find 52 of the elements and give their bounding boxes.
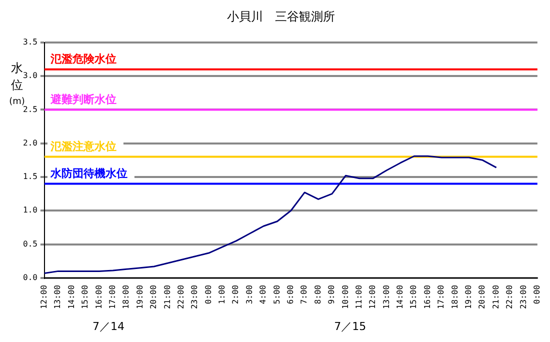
chart-title: 小貝川 三谷観測所 (227, 9, 335, 24)
x-tick-label: 20:00 (478, 284, 487, 310)
x-tick-label: 0:00 (204, 284, 213, 304)
y-tick-label: 3.5 (22, 37, 38, 46)
text: 7／14 (92, 320, 125, 333)
x-tick-label: 22:00 (505, 284, 514, 310)
x-tick-label: 2:00 (231, 284, 240, 304)
x-tick-label: 21:00 (491, 284, 500, 310)
ref-line-label: 水防団待機水位 (49, 167, 128, 180)
x-tick-label: 13:00 (382, 284, 391, 310)
y-tick-label: 0.5 (22, 239, 38, 248)
x-tick-label: 16:00 (94, 284, 104, 310)
x-tick-label: 14:00 (396, 284, 405, 310)
x-tick-label: 5:00 (272, 284, 282, 304)
x-tick-label: 15:00 (80, 284, 90, 310)
x-tick-label: 1:00 (218, 284, 227, 304)
y-tick-label: 1.0 (22, 206, 38, 215)
y-tick-label: 2.5 (22, 104, 38, 114)
x-tick-label: 23:00 (518, 284, 528, 310)
x-tick-label: 20:00 (149, 284, 158, 310)
x-tick-label: 14:00 (66, 284, 76, 310)
ref-line-label: 氾濫注意水位 (49, 140, 116, 154)
x-tick-label: 15:00 (409, 284, 418, 310)
x-tick-label: 12:00 (40, 284, 49, 310)
x-tick-label: 18:00 (450, 284, 460, 310)
x-tick-label: 10:00 (340, 284, 350, 310)
x-tick-label: 19:00 (464, 284, 474, 310)
ref-line-label: 氾濫危険水位 (49, 52, 116, 66)
x-tick-label: 3:00 (244, 284, 254, 304)
y-tick-label: 3.0 (22, 71, 38, 80)
x-tick-label: 6:00 (286, 284, 296, 304)
x-tick-label: 17:00 (108, 284, 117, 310)
x-tick-label: 0:00 (532, 284, 542, 304)
x-tick-label: 17:00 (436, 284, 446, 310)
x-tick-label: 11:00 (354, 284, 364, 310)
x-tick-label: 8:00 (313, 284, 322, 304)
x-tick-label: 9:00 (327, 284, 336, 304)
text: 7／15 (334, 320, 366, 333)
x-tick-label: 19:00 (135, 284, 144, 310)
x-tick-label: 21:00 (162, 284, 172, 310)
x-tick-label: 4:00 (258, 284, 268, 304)
y-tick-label: 2.0 (22, 138, 38, 148)
x-tick-label: 7:00 (300, 284, 309, 304)
x-tick-label: 23:00 (190, 284, 200, 310)
y-tick-label: 0.0 (22, 272, 38, 282)
x-tick-label: 12:00 (368, 284, 378, 310)
x-tick-label: 16:00 (422, 284, 432, 310)
ref-line-label: 避難判断水位 (49, 93, 116, 106)
x-tick-label: 13:00 (53, 284, 62, 310)
x-tick-label: 22:00 (176, 284, 186, 310)
x-tick-label: 18:00 (122, 284, 131, 310)
y-tick-label: 1.5 (22, 172, 38, 182)
